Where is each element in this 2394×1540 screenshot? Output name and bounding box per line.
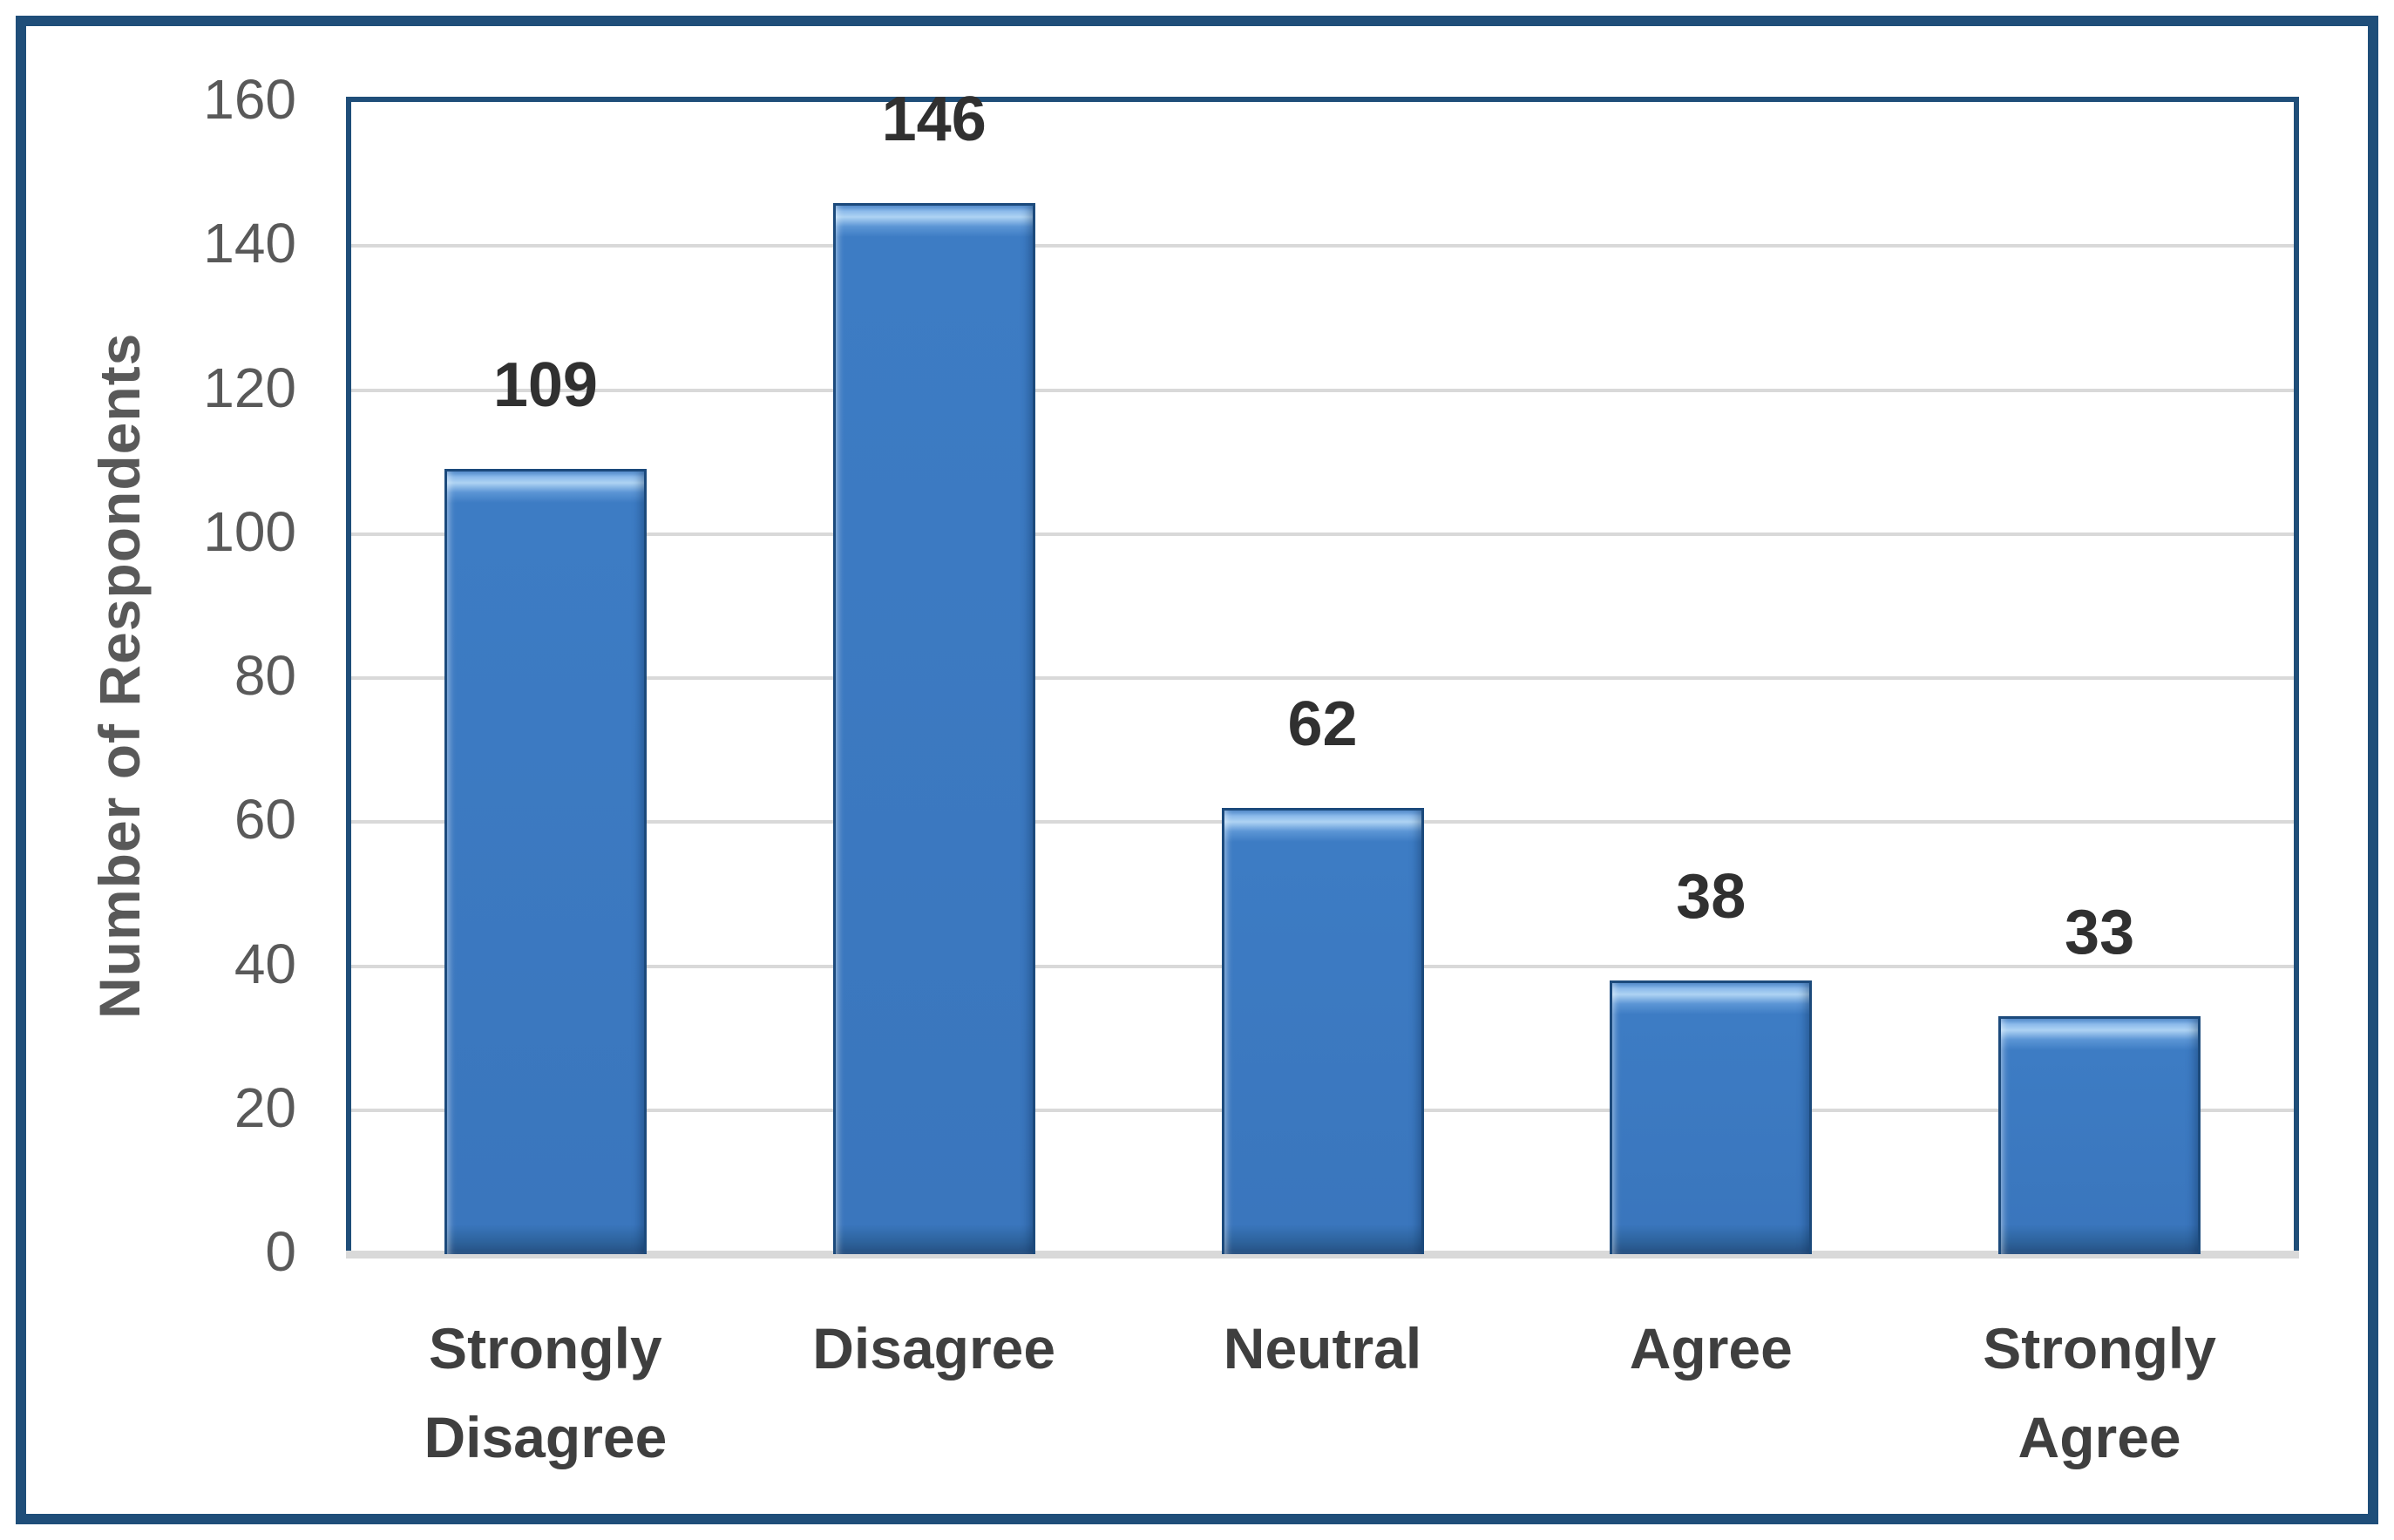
- bar-value-label: 33: [2065, 898, 2135, 967]
- gridline-120: [351, 388, 2294, 392]
- y-tick-label-60: 60: [234, 788, 296, 851]
- x-axis-category-labels: Strongly Disagree Disagree Neutral Agree Str…: [346, 1304, 2299, 1504]
- category-label-strongly-disagree: Strongly Disagree: [424, 1316, 668, 1470]
- bar-value-label: 109: [492, 350, 598, 420]
- gridline-100: [351, 532, 2294, 536]
- bar-agree: [1610, 980, 1812, 1254]
- category-label-strongly-agree: Strongly Agree: [1983, 1316, 2216, 1470]
- bar-neutral: [1222, 808, 1424, 1254]
- bar-strongly-disagree: [444, 469, 647, 1254]
- plot-area: 109 146 62 38 33: [346, 85, 2299, 1258]
- bar-value-label: 38: [1676, 862, 1746, 932]
- y-tick-label-120: 120: [203, 356, 296, 419]
- bar-value-label: 62: [1287, 689, 1358, 759]
- y-tick-label-40: 40: [234, 932, 296, 995]
- y-tick-label-140: 140: [203, 212, 296, 275]
- gridline-80: [351, 676, 2294, 680]
- y-axis-tick-labels: 0 20 40 60 80 100 120 140 160: [26, 68, 296, 1283]
- chart-frame: Number of Respondents 0 20 40 60 80 100 120 140…: [16, 16, 2378, 1524]
- bar-strongly-agree: [1998, 1016, 2201, 1254]
- x-axis-line: [346, 1251, 2299, 1258]
- bar-disagree: [833, 203, 1035, 1254]
- y-tick-label-80: 80: [234, 644, 296, 707]
- category-label-disagree: Disagree: [812, 1316, 1056, 1381]
- y-tick-label-100: 100: [203, 499, 296, 563]
- y-tick-label-0: 0: [265, 1220, 296, 1283]
- bar-value-label: 146: [881, 85, 987, 154]
- y-tick-label-160: 160: [203, 68, 296, 131]
- category-label-neutral: Neutral: [1223, 1316, 1422, 1381]
- gridline-140: [351, 244, 2294, 248]
- category-label-agree: Agree: [1629, 1316, 1793, 1381]
- y-tick-label-20: 20: [234, 1075, 296, 1139]
